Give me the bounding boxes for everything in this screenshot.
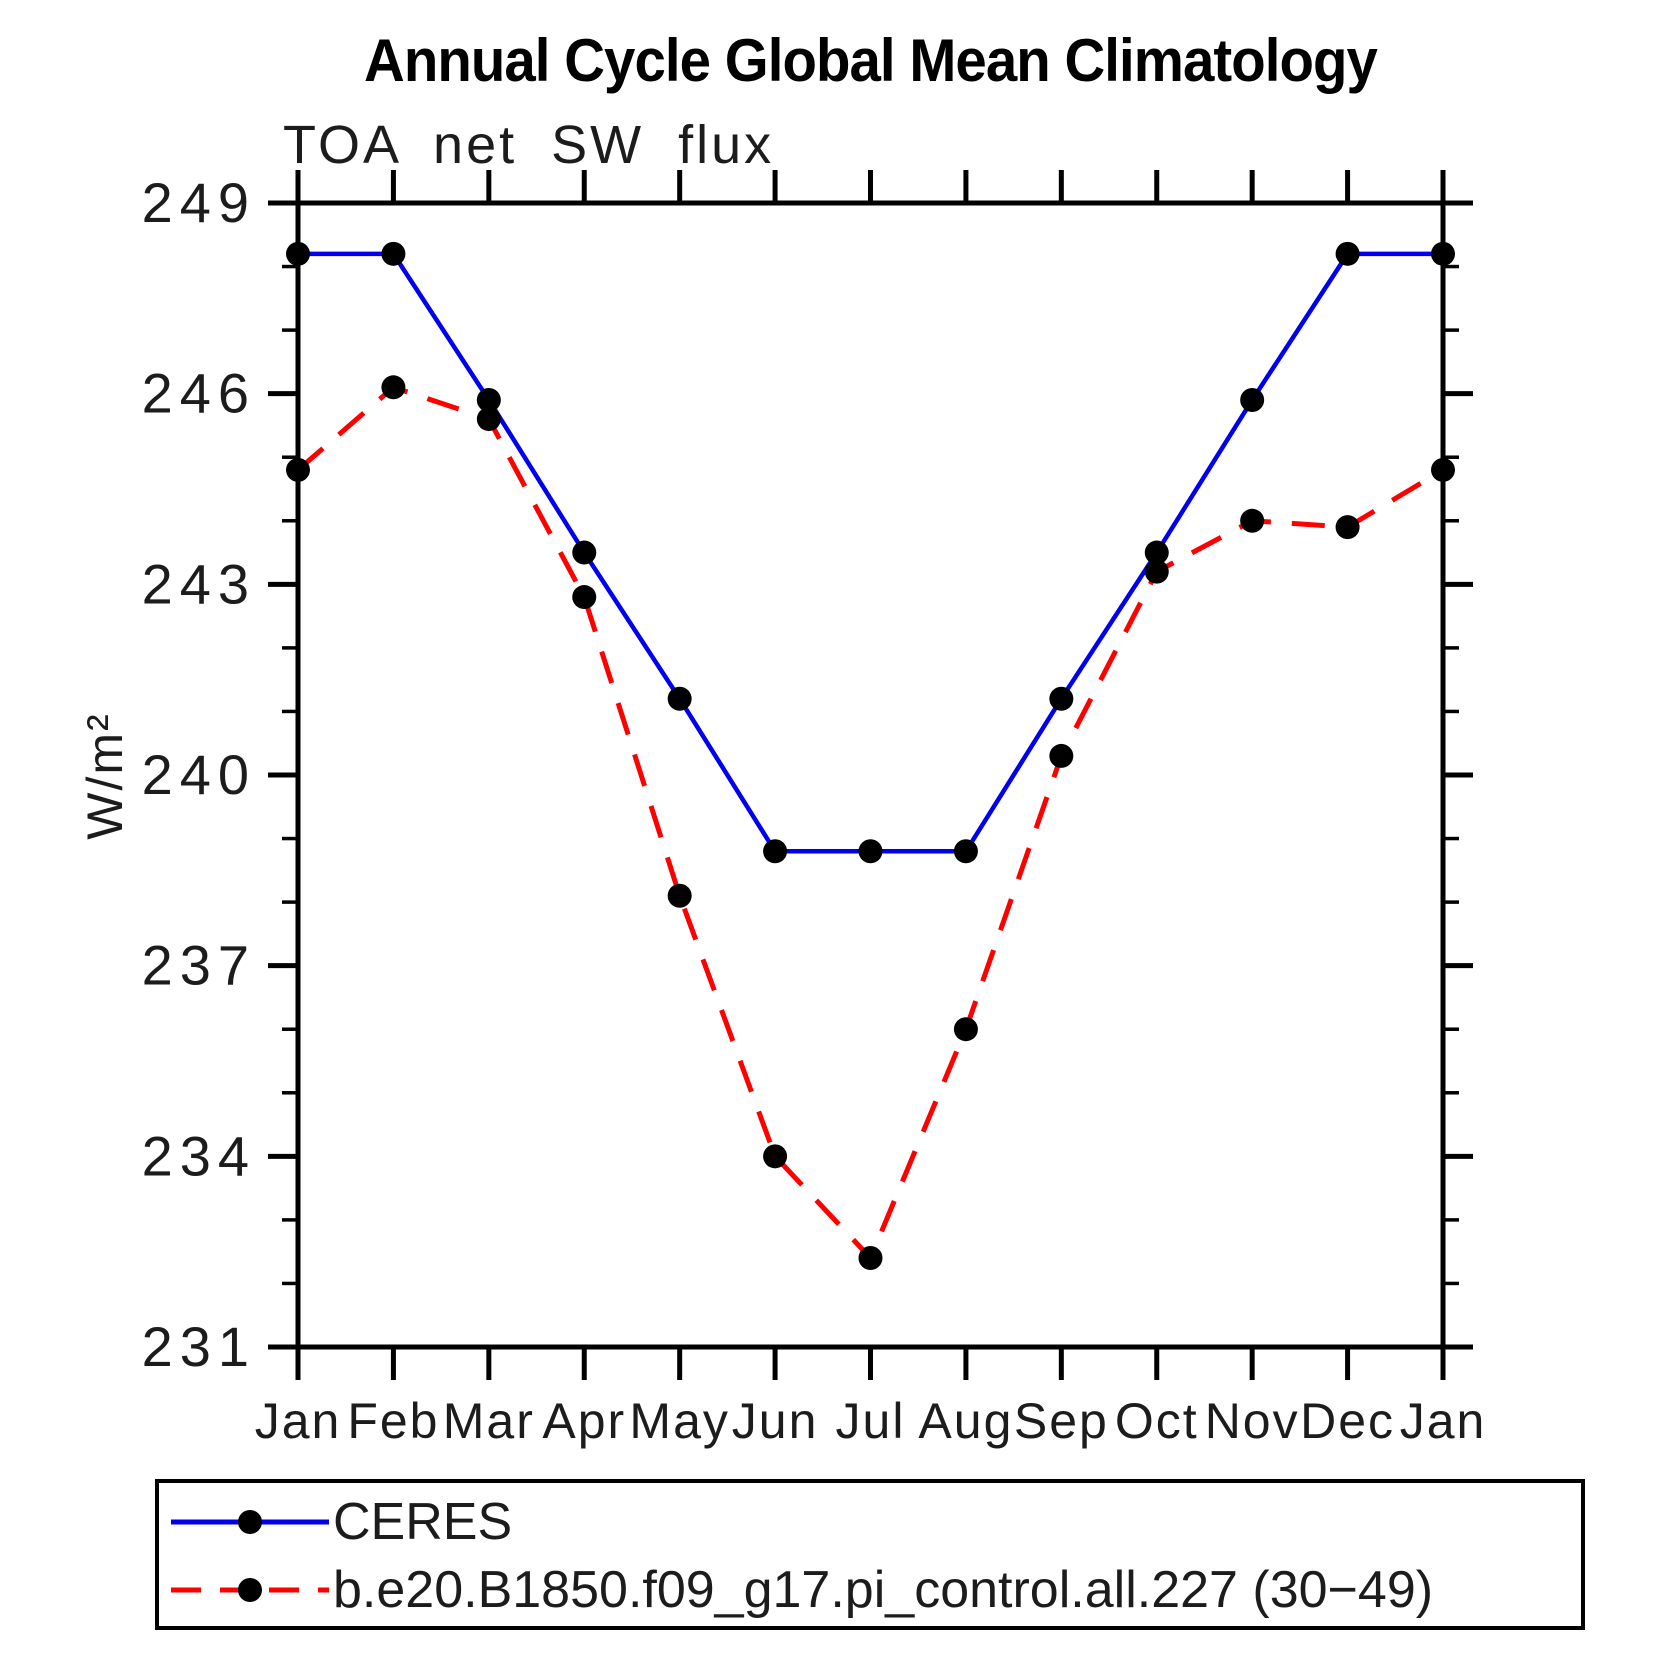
- x-tick-label: Oct: [1115, 1393, 1199, 1449]
- x-tick-label: Sep: [1014, 1393, 1109, 1449]
- x-tick-label: May: [629, 1393, 729, 1449]
- data-point: [572, 585, 597, 610]
- data-point: [1431, 241, 1455, 266]
- data-point: [953, 1017, 978, 1042]
- data-point: [1144, 540, 1169, 565]
- y-tick-label: 246: [142, 362, 256, 425]
- chart-title: Annual Cycle Global Mean Climatology: [364, 27, 1378, 94]
- legend-line-sample-model-icon: [171, 1578, 329, 1602]
- legend-item-ceres: CERES: [163, 1493, 512, 1551]
- data-point: [1335, 241, 1360, 266]
- x-tick-label: Apr: [542, 1393, 626, 1449]
- data-point: [1240, 508, 1265, 533]
- y-tick-label: 231: [142, 1315, 256, 1378]
- legend-line-sample-ceres-icon: [171, 1510, 329, 1534]
- y-tick-label: 240: [142, 743, 256, 806]
- x-tick-label: Jan: [255, 1393, 342, 1449]
- series-markers-model: [286, 375, 1455, 1271]
- data-point: [1144, 559, 1169, 584]
- data-point: [286, 457, 310, 482]
- legend-label-ceres: CERES: [333, 1493, 513, 1551]
- x-tick-label: Jul: [836, 1393, 906, 1449]
- series-markers-ceres: [286, 241, 1455, 864]
- data-point: [1240, 388, 1265, 413]
- data-point: [572, 540, 597, 565]
- y-tick-label: 237: [142, 934, 256, 997]
- data-point: [1431, 457, 1455, 482]
- x-tick-label: Aug: [918, 1393, 1013, 1449]
- y-tick-label: 249: [142, 171, 256, 234]
- data-point: [667, 686, 692, 711]
- data-point: [1335, 515, 1360, 540]
- data-point: [667, 883, 692, 908]
- data-point: [476, 407, 501, 432]
- x-axis-ticks: Jan Feb Mar Apr May Jun Jul Aug Sep Oct Nov Dec Jan: [255, 170, 1487, 1449]
- data-point: [763, 1144, 788, 1169]
- data-point: [763, 839, 788, 864]
- data-point: [381, 375, 406, 400]
- x-tick-label: Nov: [1205, 1393, 1300, 1449]
- data-point: [381, 241, 406, 266]
- data-point: [1049, 686, 1074, 711]
- legend-item-model: b.e20.B1850.f09_g17.pi_control.all.227 (…: [163, 1561, 1433, 1619]
- legend-box: CERES b.e20.B1850.f09_g17.pi_control.all…: [155, 1479, 1585, 1630]
- x-tick-label: Mar: [443, 1393, 535, 1449]
- data-point: [953, 839, 978, 864]
- legend-label-model: b.e20.B1850.f09_g17.pi_control.all.227 (…: [333, 1561, 1434, 1619]
- y-tick-label: 234: [142, 1124, 256, 1187]
- y-axis-ticks: 231 234 237 240 243 246 249: [142, 171, 1473, 1378]
- data-point: [286, 241, 310, 266]
- x-tick-label: Feb: [347, 1393, 439, 1449]
- chart-subtitle: TOA net SW flux: [283, 115, 775, 175]
- x-tick-label: Jun: [732, 1393, 819, 1449]
- data-point: [1049, 743, 1074, 768]
- data-point: [858, 839, 883, 864]
- data-point: [858, 1246, 883, 1271]
- y-tick-label: 243: [142, 552, 256, 615]
- x-tick-label: Jan: [1400, 1393, 1487, 1449]
- series-line-model: [296, 384, 1445, 1263]
- data-point: [476, 388, 501, 413]
- x-tick-label: Dec: [1300, 1393, 1395, 1449]
- series-line-ceres: [298, 251, 1443, 854]
